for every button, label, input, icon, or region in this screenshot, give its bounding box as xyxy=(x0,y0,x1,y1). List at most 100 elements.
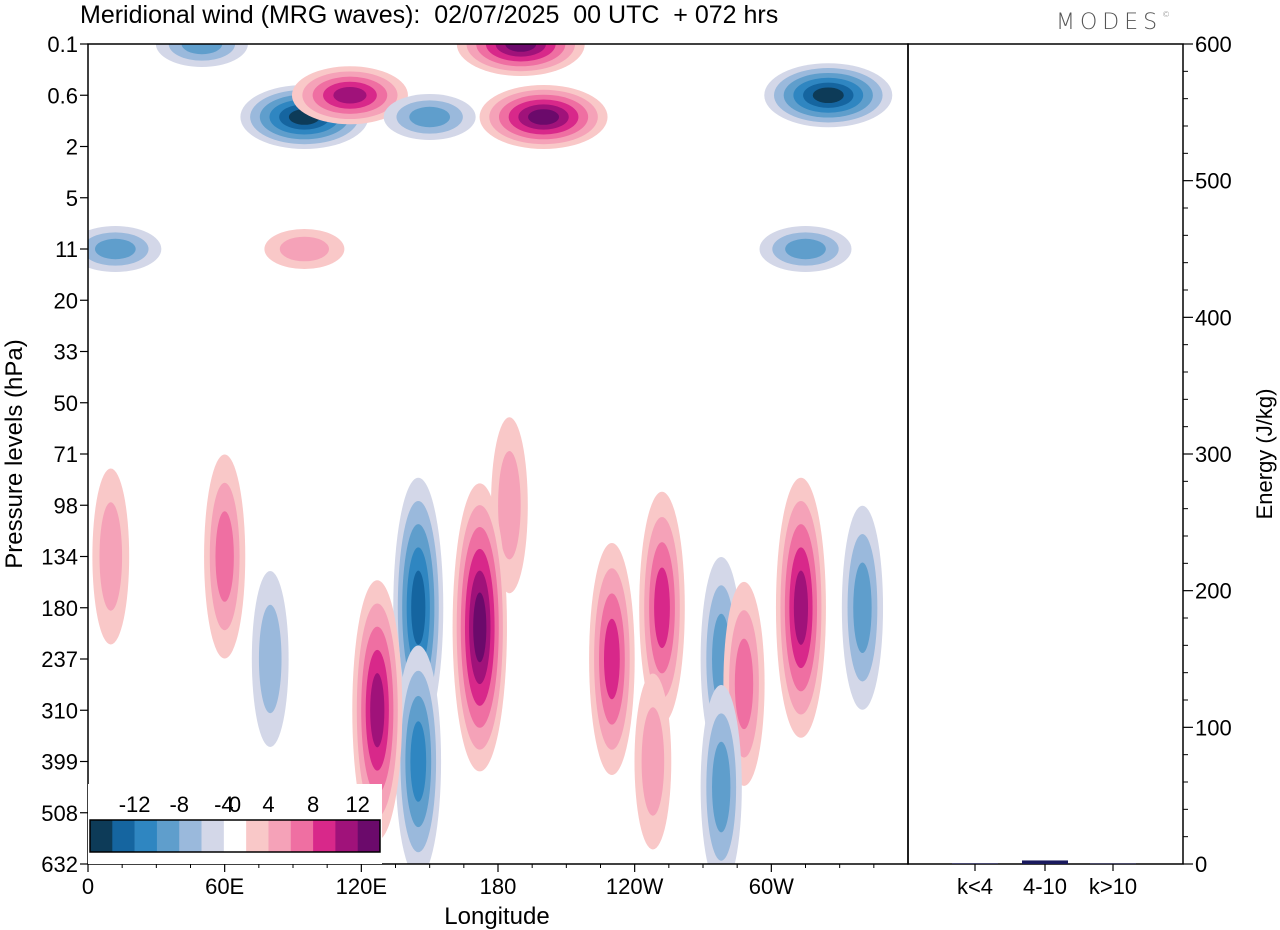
contour-feature xyxy=(589,543,635,775)
colorbar-tick-label: 0 xyxy=(229,792,241,817)
contour-level xyxy=(215,511,234,602)
y-tick-label: 11 xyxy=(55,237,78,262)
colorbar-swatch xyxy=(134,820,158,852)
energy-axis-label: Energy (J/kg) xyxy=(1252,389,1277,520)
contour-feature xyxy=(456,44,585,76)
contour-feature xyxy=(155,44,248,67)
energy-tick-label: 400 xyxy=(1195,305,1232,330)
contour-level xyxy=(99,502,123,611)
energy-tick-label: 0 xyxy=(1195,852,1207,877)
contour-feature xyxy=(264,229,345,269)
contour-feature xyxy=(841,505,884,710)
contour-level xyxy=(793,570,809,645)
y-tick-label: 310 xyxy=(41,698,78,723)
x-axis: 0 60E 120E 180 120W 60W xyxy=(82,864,875,899)
x-tick-label: 0 xyxy=(82,874,94,899)
y-axis: 0.1 0.6 2 5 11 20 33 50 71 98 134 180 237 310 399 508 63… xyxy=(41,32,88,877)
contour-level xyxy=(505,44,537,52)
energy-tick-label: 500 xyxy=(1195,169,1232,194)
contour-level xyxy=(370,673,385,748)
contour-feature xyxy=(452,483,507,772)
colorbar-swatch xyxy=(268,820,292,852)
contour-level xyxy=(603,618,620,700)
x-tick-label: 60W xyxy=(749,874,794,899)
y-tick-label: 50 xyxy=(54,391,78,416)
colorbar-swatch xyxy=(179,820,202,852)
contour-feature xyxy=(383,93,476,140)
contour-feature xyxy=(479,84,608,149)
contour-level xyxy=(641,707,665,816)
energy-category-label: 4-10 xyxy=(1023,874,1067,899)
colorbar: -12 -8 -40 4 8 12 xyxy=(88,784,382,864)
contour-feature xyxy=(395,645,442,864)
contour-level xyxy=(734,638,754,730)
y-tick-label: 508 xyxy=(41,801,78,826)
colorbar-tick-label: -12 xyxy=(119,792,151,817)
energy-bar xyxy=(1022,860,1068,864)
colorbar-swatch xyxy=(290,820,314,852)
y-tick-label: 20 xyxy=(54,288,78,313)
contour-level xyxy=(333,86,367,104)
energy-bar xyxy=(952,863,998,864)
energy-tick-label: 300 xyxy=(1195,442,1232,467)
y-tick-label: 71 xyxy=(54,442,78,467)
contour-feature xyxy=(700,685,742,864)
contour-feature xyxy=(204,454,246,659)
contour-feature xyxy=(759,226,852,272)
y-tick-label: 2 xyxy=(66,135,78,160)
energy-axis: 0 100 200 300 400 500 600 xyxy=(1183,32,1232,877)
y-tick-label: 0.6 xyxy=(47,83,78,108)
y-tick-label: 180 xyxy=(41,596,78,621)
contour-feature xyxy=(88,226,162,272)
colorbar-swatch xyxy=(90,820,113,852)
contour-level xyxy=(409,106,451,128)
energy-category-label: k<4 xyxy=(957,874,993,899)
y-tick-label: 33 xyxy=(54,340,78,365)
y-tick-label: 0.1 xyxy=(47,32,78,57)
colorbar-swatch xyxy=(201,820,225,852)
y-tick-label: 237 xyxy=(41,647,78,672)
y-tick-label: 134 xyxy=(41,545,78,570)
contour-field xyxy=(88,44,893,864)
y-tick-label: 632 xyxy=(41,852,78,877)
energy-tick-label: 200 xyxy=(1195,579,1232,604)
colorbar-tick-label: -4 xyxy=(214,792,234,817)
colorbar-swatch xyxy=(112,820,135,852)
contour-feature xyxy=(251,571,289,747)
x-tick-label: 120E xyxy=(336,874,387,899)
colorbar-tick-label: 12 xyxy=(345,792,369,817)
y-tick-label: 399 xyxy=(41,750,78,775)
contour-level xyxy=(258,604,282,714)
colorbar-tick-label: 4 xyxy=(262,792,274,817)
energy-frame xyxy=(907,43,1184,865)
colorbar-swatch xyxy=(335,820,358,852)
y-tick-label: 98 xyxy=(54,493,78,518)
contour-level xyxy=(279,236,329,262)
contour-level xyxy=(654,567,670,649)
colorbar-swatch xyxy=(313,820,336,852)
contour-level xyxy=(528,109,560,125)
colorbar-swatch xyxy=(156,820,180,852)
chart-title: Meridional wind (MRG waves): 02/07/2025 … xyxy=(80,1,779,29)
contour-feature xyxy=(775,477,826,738)
energy-tick-label: 600 xyxy=(1195,32,1232,57)
contour-level xyxy=(785,238,826,260)
y-tick-label: 5 xyxy=(66,186,78,211)
contour-level xyxy=(812,87,844,104)
modes-logo: MODES© xyxy=(1056,10,1171,35)
contour-level xyxy=(411,570,426,645)
contour-feature xyxy=(764,63,893,128)
contour-feature xyxy=(639,491,685,724)
contour-feature xyxy=(291,66,408,125)
contour-feature xyxy=(634,673,672,850)
contour-level xyxy=(473,592,487,663)
x-tick-label: 180 xyxy=(480,874,517,899)
colorbar-swatch xyxy=(246,820,269,852)
colorbar-swatch xyxy=(223,820,247,852)
colorbar-tick-label: -8 xyxy=(169,792,189,817)
x-tick-label: 120W xyxy=(606,874,664,899)
y-axis-label: Pressure levels (hPa) xyxy=(1,339,28,568)
contour-level xyxy=(498,451,521,560)
x-axis-label: Longitude xyxy=(444,903,549,930)
